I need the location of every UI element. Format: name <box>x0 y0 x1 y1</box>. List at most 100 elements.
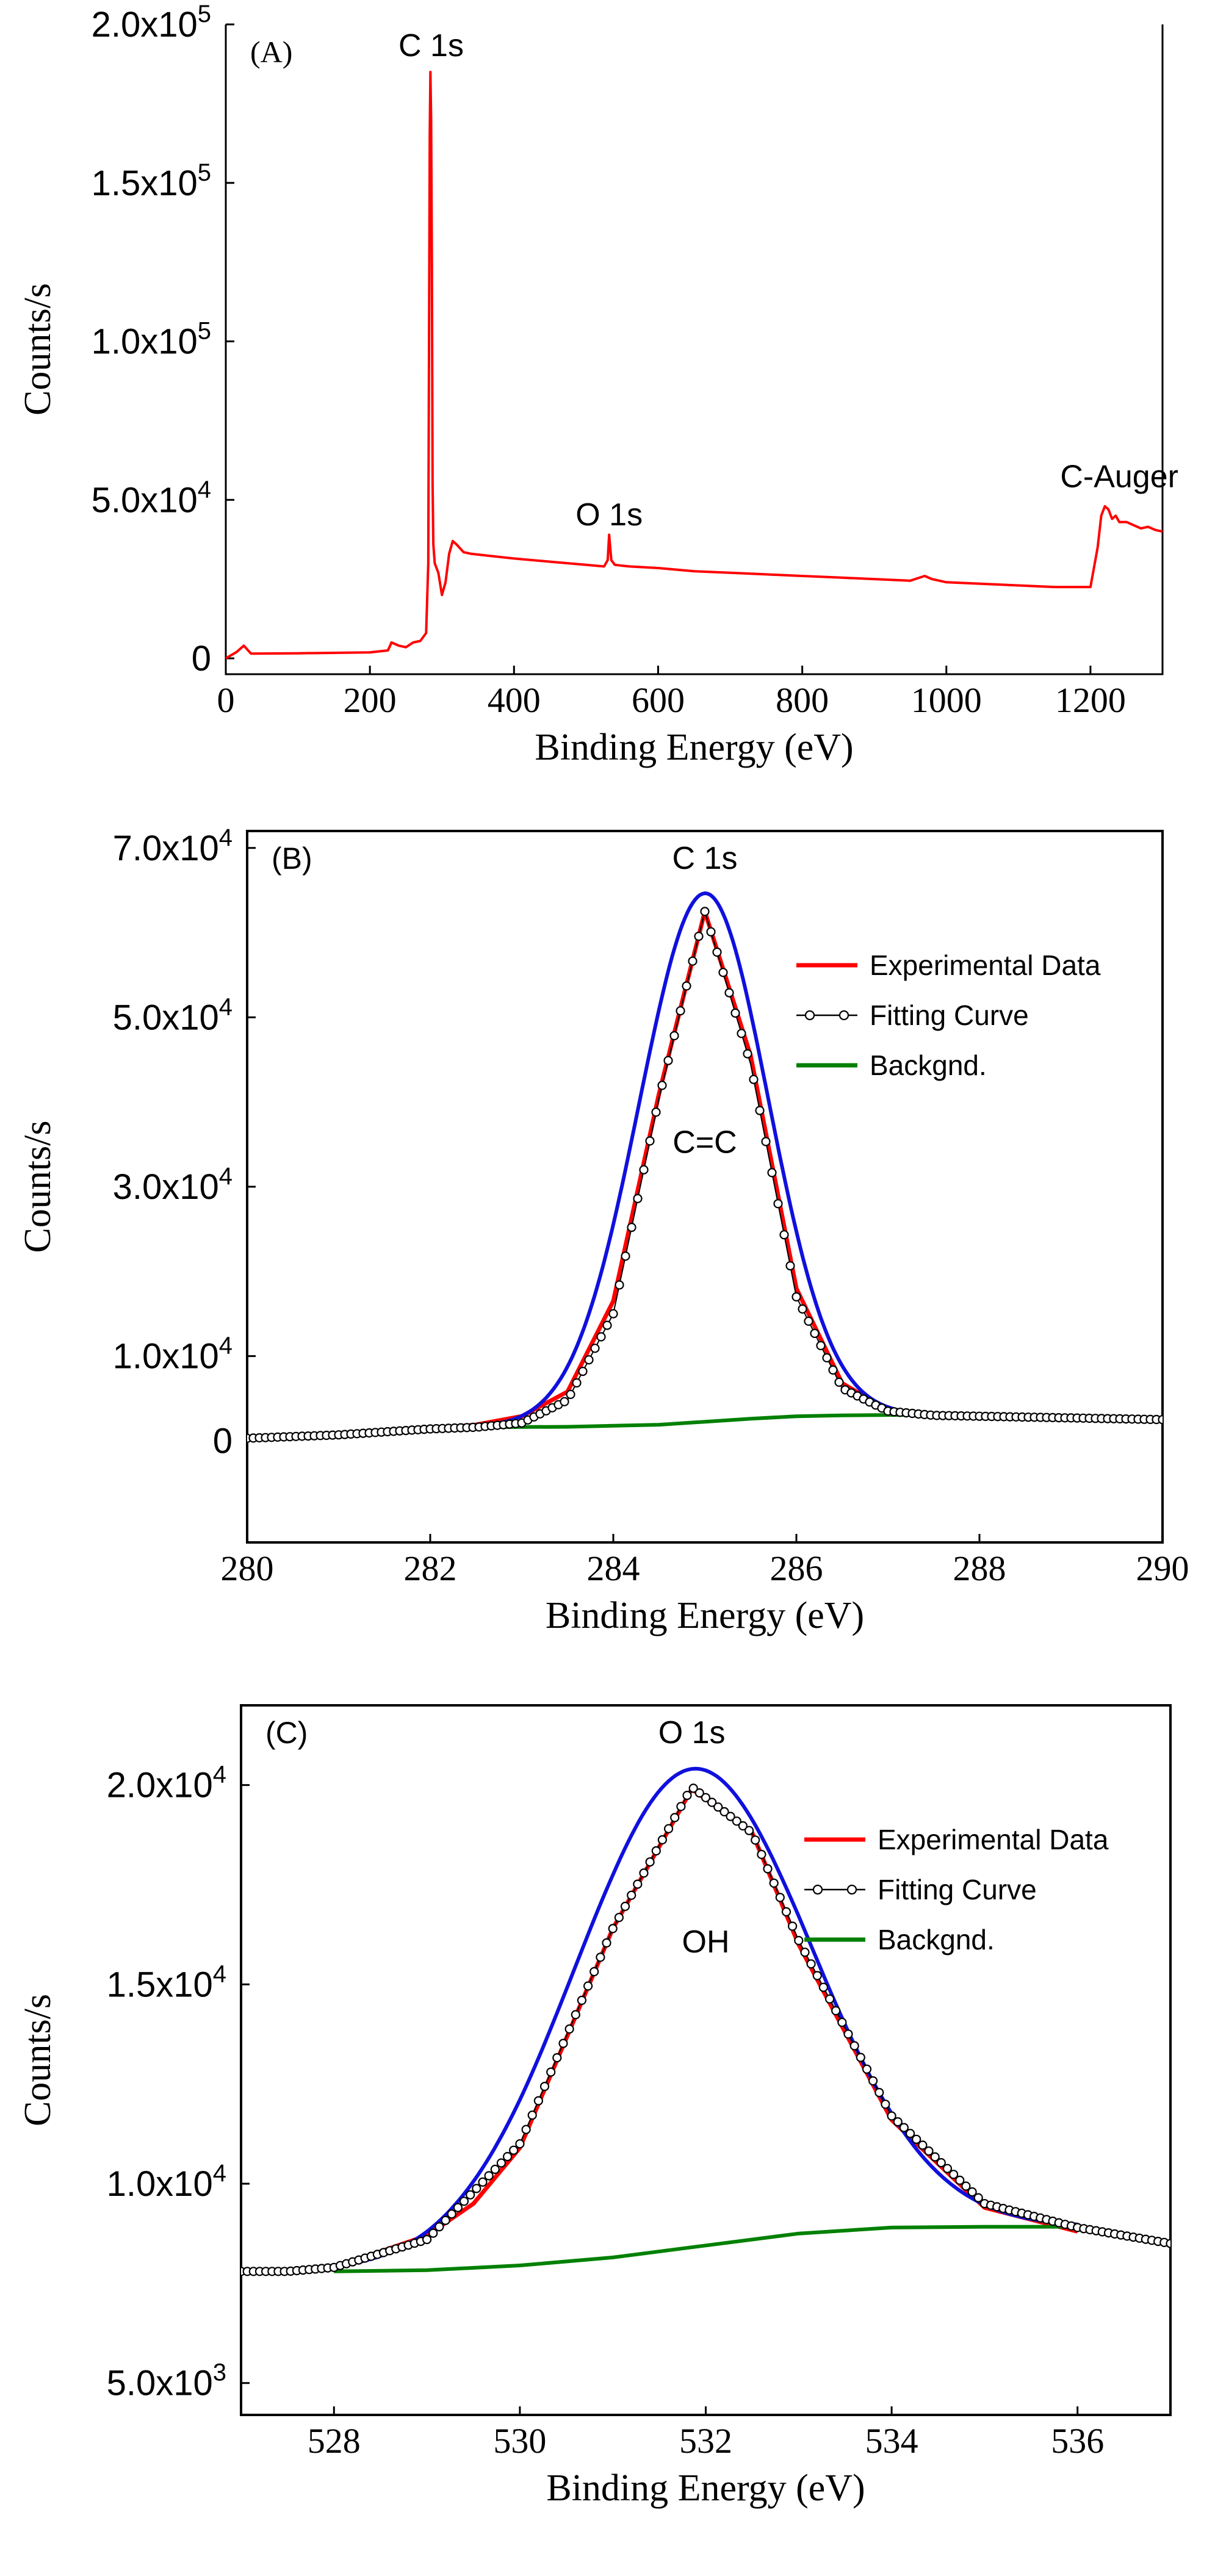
fitting-curve-marker <box>899 2123 909 2132</box>
fitting-curve-marker <box>810 1328 820 1338</box>
experimental-data-line <box>247 909 1163 1441</box>
fitting-curve-marker <box>502 2152 513 2162</box>
fitting-curve-marker <box>718 968 728 977</box>
y-tick-exponent: 5 <box>198 159 211 186</box>
fitting-curve-marker <box>707 1797 717 1807</box>
fitting-curve-marker <box>701 1793 711 1802</box>
y-tick-mantissa: 2.0x10 <box>92 5 198 45</box>
y-tick-label: 1.0x104 <box>113 1333 233 1376</box>
fitting-curve-marker <box>670 1813 680 1822</box>
fitting-curve-marker <box>509 2145 519 2155</box>
panel-label: (A) <box>250 35 292 69</box>
fitting-curve-marker <box>948 2170 959 2179</box>
fitting-curve-marker <box>590 1344 600 1353</box>
fitting-curve-marker <box>496 2158 507 2168</box>
fitting-curve-marker <box>862 2064 872 2074</box>
fitting-curve-marker <box>712 947 722 957</box>
fitting-curve-marker <box>887 2111 896 2121</box>
y-tick-exponent: 3 <box>213 2359 226 2386</box>
fitting-curve-marker <box>738 1821 748 1831</box>
y-tick-label: 1.5x105 <box>92 159 211 203</box>
plot-area <box>226 70 1163 660</box>
fitting-curve-marker <box>743 1049 752 1059</box>
fitting-curve-marker <box>596 1952 605 1962</box>
fitting-curve-marker <box>769 1878 779 1888</box>
y-tick-exponent: 4 <box>198 476 211 503</box>
x-tick-label: 284 <box>587 1549 640 1588</box>
y-tick-mantissa: 5.0x10 <box>107 2364 213 2403</box>
fitting-curve-marker <box>521 2124 531 2134</box>
fitting-curve-marker <box>453 2203 463 2212</box>
fitting-curve-marker <box>657 1835 668 1844</box>
fitting-curve-marker <box>615 1280 624 1290</box>
legend-label: Fitting Curve <box>878 1874 1037 1905</box>
y-tick-exponent: 4 <box>219 993 233 1020</box>
fitting-curve-marker <box>422 2234 432 2245</box>
fitting-curve-marker <box>856 2053 865 2062</box>
fitting-curve-marker <box>881 2099 890 2109</box>
fitting-curve-marker <box>682 1791 692 1801</box>
y-tick-label: 5.0x104 <box>113 993 233 1037</box>
y-tick-mantissa: 1.0x10 <box>92 322 198 362</box>
y-tick-label: 5.0x104 <box>92 476 211 520</box>
fitting-curve-marker <box>893 2117 903 2127</box>
x-tick-label: 534 <box>865 2421 918 2461</box>
x-tick-label: 536 <box>1051 2421 1104 2461</box>
fitting-curve-marker <box>967 2187 977 2197</box>
x-tick-label: 1000 <box>911 680 982 720</box>
fitting-curve-marker <box>669 1031 679 1041</box>
y-tick-mantissa: 1.5x10 <box>107 1965 213 2004</box>
fitting-curve-marker <box>572 1378 582 1388</box>
fitting-curve-marker <box>812 1971 822 1981</box>
y-tick-label: 0 <box>192 639 211 678</box>
fitting-curve-marker <box>583 1981 593 1991</box>
x-tick-label: 1200 <box>1055 680 1126 720</box>
fitting-curve-marker <box>560 1397 569 1406</box>
y-axis-label: Counts/s <box>17 283 59 416</box>
fitting-curve-marker <box>757 1849 766 1859</box>
fitting-curve-marker <box>645 1136 655 1146</box>
annotation: C 1s <box>398 28 464 63</box>
x-tick-label: 530 <box>493 2421 546 2461</box>
fitting-curve-marker <box>824 1994 835 2004</box>
peak-title: C 1s <box>672 841 738 876</box>
y-tick-mantissa: 5.0x10 <box>92 480 198 520</box>
fitting-curve-marker <box>539 2082 550 2092</box>
fitting-curve-marker <box>868 2076 878 2086</box>
y-tick-exponent: 4 <box>219 1163 233 1190</box>
fitting-curve-marker <box>688 1783 698 1793</box>
fitting-curve-marker <box>621 1251 630 1261</box>
x-tick-label: 290 <box>1136 1549 1189 1588</box>
fitting-curve-marker <box>942 2164 953 2173</box>
fitting-curve-marker <box>831 2006 841 2016</box>
fitting-curve-marker <box>663 1824 674 1833</box>
y-tick-label: 1.5x104 <box>107 1960 226 2004</box>
fitting-curve-marker <box>633 1193 643 1204</box>
y-tick-exponent: 4 <box>213 2160 226 2187</box>
fitting-curve-marker <box>930 2152 940 2162</box>
legend-label: Experimental Data <box>878 1824 1109 1855</box>
fitting-curve-marker <box>657 1081 667 1090</box>
fitting-curve-marker <box>639 1868 649 1878</box>
background-line <box>334 2225 1078 2273</box>
fitting-curve-marker <box>608 1924 618 1934</box>
fitting-curve-marker <box>781 1907 791 1916</box>
fitting-curve-marker <box>828 1365 838 1375</box>
fitting-curve-marker <box>761 1137 771 1146</box>
annotation: C-Auger <box>1060 459 1178 494</box>
y-tick-mantissa: 0 <box>192 639 211 678</box>
x-tick-label: 282 <box>404 1549 457 1588</box>
fitting-curve-marker <box>441 2215 450 2225</box>
fitting-curve-marker <box>961 2181 971 2191</box>
fitting-curve-marker <box>837 2018 847 2027</box>
y-tick-exponent: 5 <box>198 1 211 27</box>
fitting-curve-marker <box>1158 1415 1163 1425</box>
fitting-curve-marker <box>515 2139 525 2149</box>
fitting-curve-marker <box>651 1846 661 1856</box>
x-tick-label: 528 <box>308 2421 361 2461</box>
fitting-curve-marker <box>676 1802 686 1811</box>
fitting-curve-marker <box>912 2134 921 2144</box>
x-tick-label: 800 <box>776 680 829 720</box>
survey-spectrum-line <box>226 70 1163 660</box>
